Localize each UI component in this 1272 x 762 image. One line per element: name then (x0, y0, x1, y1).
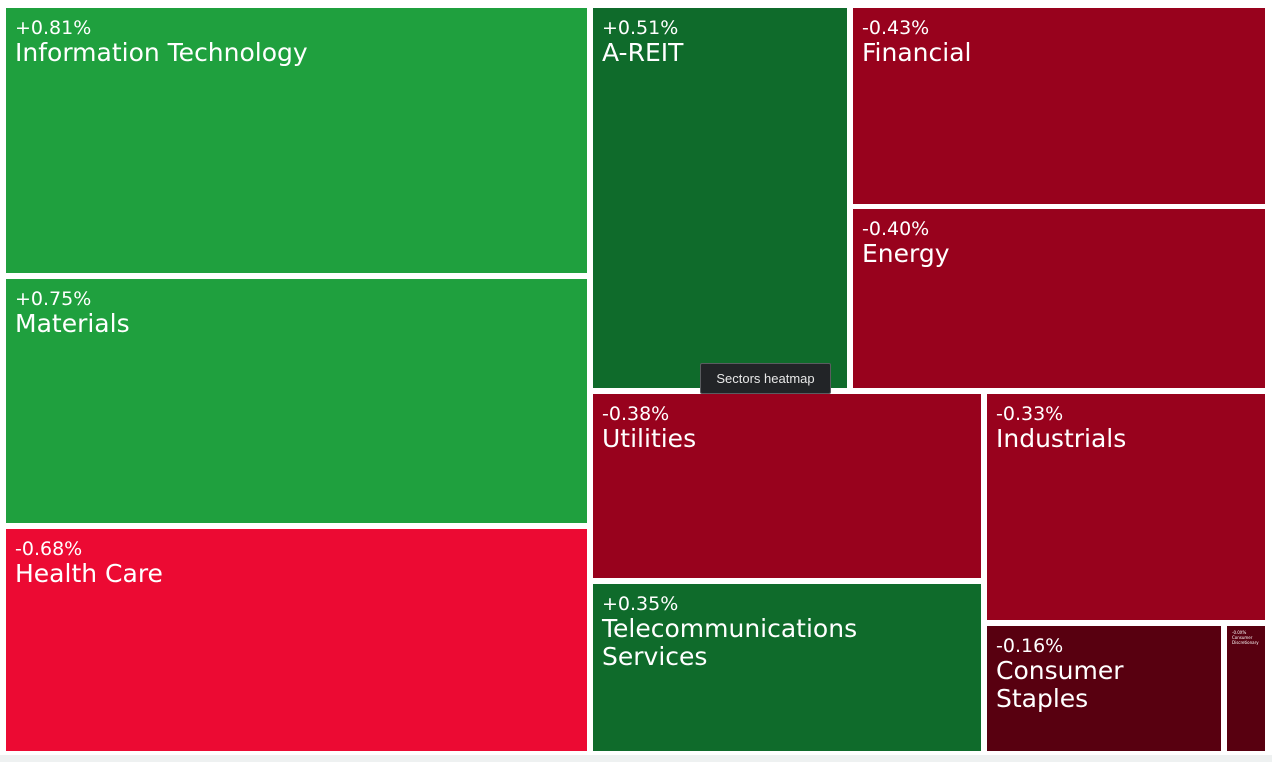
tile-health-care[interactable]: -0.68% Health Care (6, 529, 587, 751)
tile-label: Health Care (15, 559, 163, 588)
tile-information-technology[interactable]: +0.81% Information Technology (6, 8, 587, 273)
tile-consumer-discretionary[interactable]: -0.0X% Consumer Discretionary (1227, 626, 1265, 751)
tile-label: Industrials (996, 424, 1127, 453)
tile-change: +0.51% (602, 17, 679, 39)
tile-change: +0.81% (15, 17, 92, 39)
tile-a-reit[interactable]: +0.51% A-REIT (593, 8, 847, 388)
tile-telecommunications-services[interactable]: +0.35% Telecommunications Services (593, 584, 981, 751)
heatmap-tooltip: Sectors heatmap (700, 363, 831, 394)
tile-label: Financial (862, 38, 972, 67)
tile-label: A-REIT (602, 38, 684, 67)
tile-materials[interactable]: +0.75% Materials (6, 279, 587, 523)
tile-financial[interactable]: -0.43% Financial (853, 8, 1265, 204)
tile-label: Telecommunications Services (602, 614, 858, 671)
tile-label: Energy (862, 239, 950, 268)
tile-change: -0.40% (862, 218, 930, 240)
tile-energy[interactable]: -0.40% Energy (853, 209, 1265, 388)
tile-label: Information Technology (15, 38, 308, 67)
tile-label: Consumer Staples (996, 656, 1124, 713)
tile-change: -0.38% (602, 403, 670, 425)
tile-change: +0.35% (602, 593, 679, 615)
tile-change: -0.33% (996, 403, 1064, 425)
tile-label: Materials (15, 309, 130, 338)
tile-change: -0.16% (996, 635, 1064, 657)
tile-utilities[interactable]: -0.38% Utilities (593, 394, 981, 578)
tile-label: Utilities (602, 424, 697, 453)
tile-change: -0.43% (862, 17, 930, 39)
tile-change: +0.75% (15, 288, 92, 310)
tile-consumer-staples[interactable]: -0.16% Consumer Staples (987, 626, 1221, 751)
tile-label: Consumer Discretionary (1232, 635, 1259, 645)
tile-change: -0.68% (15, 538, 83, 560)
bottom-strip (0, 755, 1272, 762)
tile-change: -0.0X% (1232, 630, 1247, 635)
tile-industrials[interactable]: -0.33% Industrials (987, 394, 1265, 620)
